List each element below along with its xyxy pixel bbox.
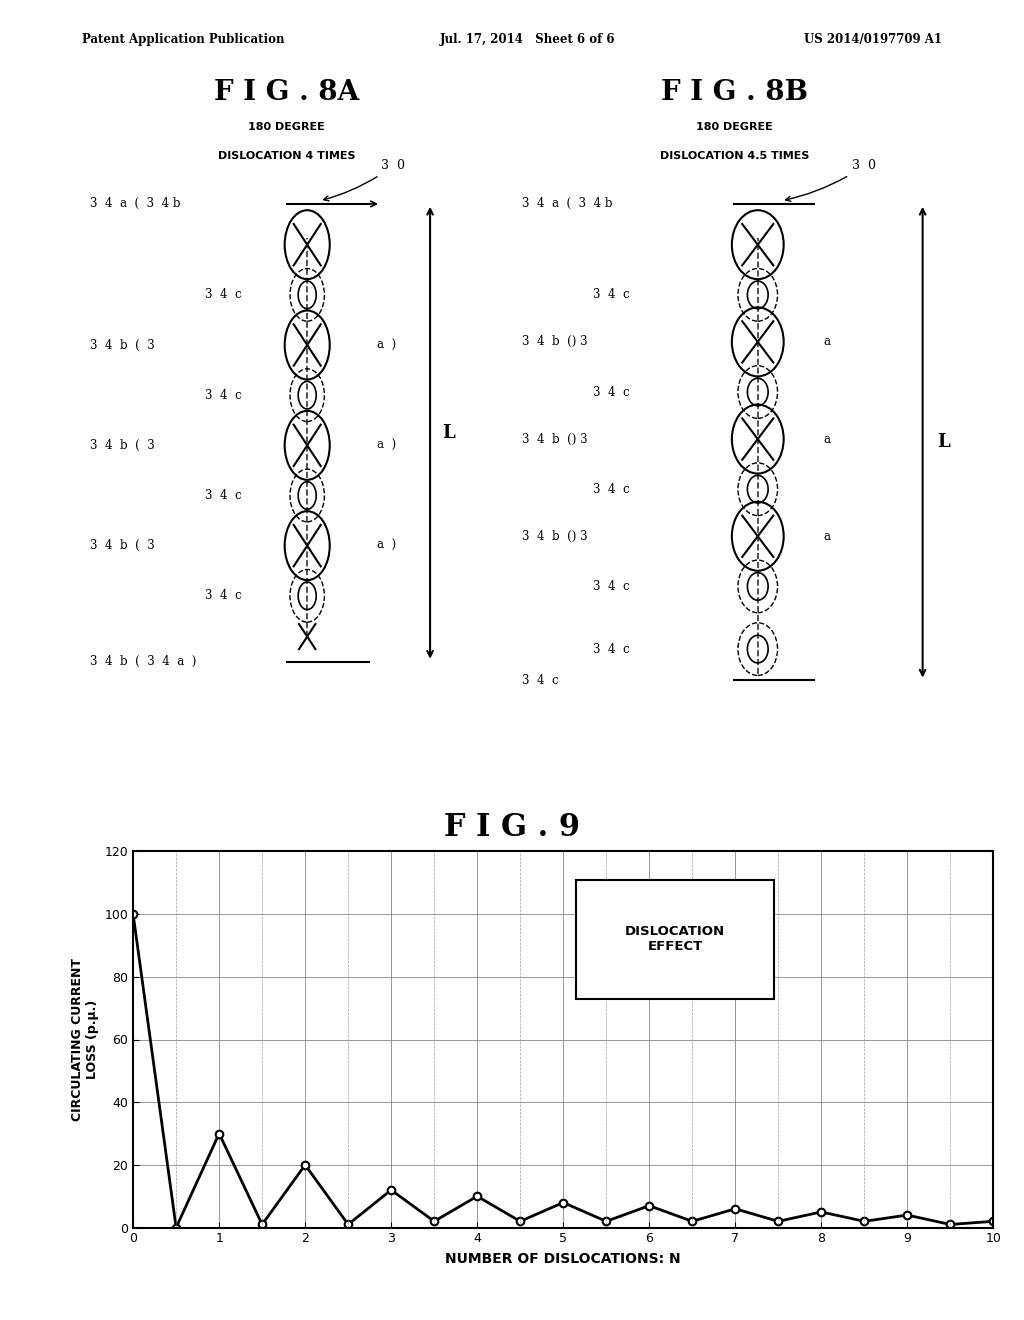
Text: DISLOCATION
EFFECT: DISLOCATION EFFECT [625,925,725,953]
Text: 180 DEGREE: 180 DEGREE [696,123,772,132]
Text: 3  4  c: 3 4 c [593,643,630,656]
Text: 180 DEGREE: 180 DEGREE [249,123,325,132]
Text: 3  4  c: 3 4 c [593,483,630,496]
Text: 3  0: 3 0 [785,160,876,201]
Text: a: a [823,433,830,446]
Text: 3  4  c: 3 4 c [593,385,630,399]
Text: 3  4  c: 3 4 c [205,488,242,502]
X-axis label: NUMBER OF DISLOCATIONS: N: NUMBER OF DISLOCATIONS: N [445,1253,681,1266]
Text: US 2014/0197709 A1: US 2014/0197709 A1 [804,33,942,46]
Text: 3  4  b  (  3  4  a  ): 3 4 b ( 3 4 a ) [90,655,197,668]
Text: 3  4  c: 3 4 c [593,288,630,301]
Text: F I G . 9: F I G . 9 [444,812,580,842]
Text: F I G . 8A: F I G . 8A [214,79,359,106]
Text: L: L [937,433,949,451]
Text: 3  4  b  (  3: 3 4 b ( 3 [90,438,155,451]
Text: 3  0: 3 0 [324,160,404,201]
Text: 3  4  c: 3 4 c [205,288,242,301]
Text: a: a [823,335,830,348]
Text: L: L [442,424,455,442]
Text: a  ): a ) [377,338,396,351]
Text: a: a [823,529,830,543]
Text: Patent Application Publication: Patent Application Publication [82,33,285,46]
FancyBboxPatch shape [577,879,774,999]
Text: F I G . 8B: F I G . 8B [660,79,808,106]
Text: 3  4  b  () 3: 3 4 b () 3 [522,529,588,543]
Text: 3  4  c: 3 4 c [205,589,242,602]
Text: 3  4  b  () 3: 3 4 b () 3 [522,433,588,446]
Y-axis label: CIRCULATING CURRENT
LOSS (p.μ.): CIRCULATING CURRENT LOSS (p.μ.) [71,958,99,1121]
Text: DISLOCATION 4.5 TIMES: DISLOCATION 4.5 TIMES [659,150,809,161]
Text: 3  4  c: 3 4 c [593,579,630,593]
Text: 3  4  b  (  3: 3 4 b ( 3 [90,338,155,351]
Text: 3  4  c: 3 4 c [205,388,242,401]
Text: a  ): a ) [377,438,396,451]
Text: 3  4  b  () 3: 3 4 b () 3 [522,335,588,348]
Text: 3  4  c: 3 4 c [522,675,559,686]
Text: 3  4  b  (  3: 3 4 b ( 3 [90,539,155,552]
Text: a  ): a ) [377,539,396,552]
Text: Jul. 17, 2014   Sheet 6 of 6: Jul. 17, 2014 Sheet 6 of 6 [440,33,615,46]
Text: 3  4  a  (  3  4 b: 3 4 a ( 3 4 b [90,198,180,210]
Text: DISLOCATION 4 TIMES: DISLOCATION 4 TIMES [218,150,355,161]
Text: 3  4  a  (  3  4 b: 3 4 a ( 3 4 b [522,198,612,210]
